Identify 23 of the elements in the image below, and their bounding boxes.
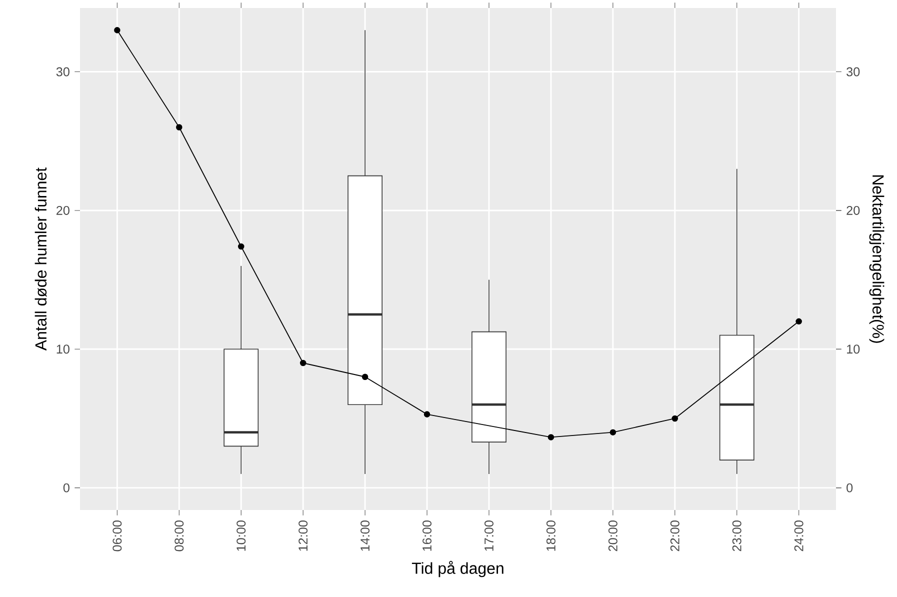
x-tick-label: 23:00 [732, 520, 742, 552]
x-tick-label: 16:00 [422, 520, 432, 551]
x-tick-label: 10:00 [236, 520, 246, 551]
y-tick-label: 0 [63, 483, 70, 492]
y-tick-label: 30 [56, 67, 70, 76]
x-tick-label: 18:00 [546, 520, 556, 551]
y2-axis-title: Nektartilgjengelighet(%) [869, 175, 884, 343]
y-tick-label: 10 [56, 344, 70, 354]
x-tick-label: 08:00 [174, 520, 184, 552]
x-tick-label: 24:00 [794, 520, 804, 552]
x-tick-label: 14:00 [360, 520, 370, 551]
x-tick-label: 12:00 [298, 520, 308, 551]
y-tick-label: 20 [56, 206, 70, 215]
y2-tick-label: 0 [846, 483, 853, 492]
x-axis-title: Tid på dagen [412, 560, 504, 578]
y2-tick-label: 10 [847, 344, 860, 354]
y-axis-title: Antall døde humler funnet [34, 168, 47, 351]
x-tick-label: 06:00 [112, 520, 122, 552]
x-tick-label: 20:00 [608, 520, 618, 552]
x-tick-label: 17:00 [484, 520, 494, 551]
x-tick-label: 22:00 [670, 520, 680, 552]
y2-tick-label: 20 [846, 206, 860, 215]
y2-tick-label: 30 [846, 67, 860, 76]
